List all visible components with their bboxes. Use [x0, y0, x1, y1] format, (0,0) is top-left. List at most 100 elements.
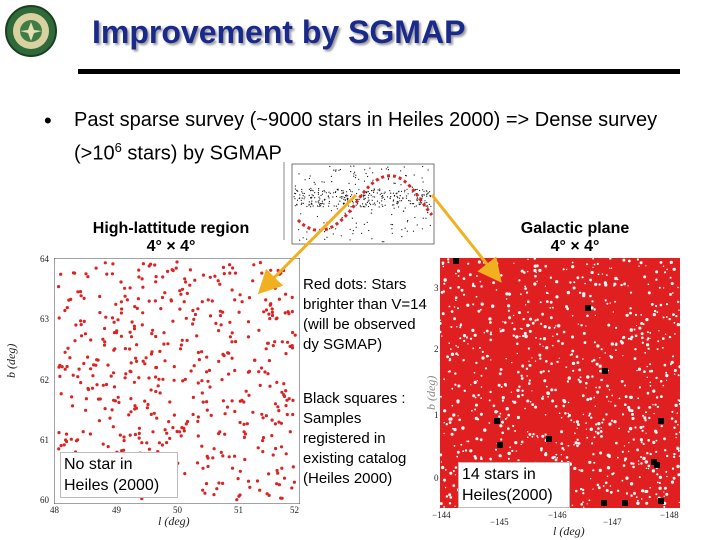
field-gap-dot — [606, 466, 611, 470]
field-gap-dot — [492, 273, 496, 277]
red-star-dot — [192, 317, 196, 321]
red-star-dot — [267, 312, 271, 316]
red-star-dot — [147, 299, 151, 303]
inset-star-dot — [326, 221, 328, 223]
red-star-dot — [184, 316, 188, 320]
field-gap-dot — [571, 504, 574, 507]
field-gap-dot — [595, 423, 598, 426]
inset-star-dot — [302, 202, 304, 204]
red-star-dot — [133, 432, 137, 437]
field-gap-dot — [489, 338, 493, 342]
field-gap-dot — [474, 408, 477, 411]
field-gap-dot — [440, 453, 443, 457]
red-star-dot — [65, 364, 69, 369]
field-gap-dot — [445, 423, 448, 426]
field-gap-dot — [549, 316, 553, 320]
red-star-dot — [117, 400, 121, 405]
field-gap-dot — [574, 441, 578, 445]
field-gap-dot — [554, 388, 557, 392]
inset-star-dot — [318, 205, 320, 207]
red-star-dot — [180, 338, 184, 342]
field-gap-dot — [662, 287, 665, 289]
field-gap-dot — [442, 312, 444, 314]
red-star-dot — [260, 271, 264, 275]
field-gap-dot — [453, 317, 456, 321]
red-star-dot — [172, 365, 176, 369]
inset-star-dot — [408, 200, 410, 202]
red-star-dot — [136, 297, 140, 301]
red-star-dot — [58, 374, 62, 378]
field-gap-dot — [512, 334, 515, 337]
field-gap-dot — [560, 416, 563, 419]
inset-star-dot — [361, 203, 364, 205]
field-gap-dot — [507, 292, 512, 296]
inset-star-dot — [422, 189, 424, 191]
field-gap-dot — [483, 428, 487, 432]
red-star-dot — [153, 299, 157, 303]
inset-star-dot — [403, 166, 405, 168]
field-gap-dot — [443, 278, 447, 282]
field-gap-dot — [457, 307, 459, 310]
field-gap-dot — [449, 357, 451, 360]
field-gap-dot — [550, 388, 554, 392]
red-star-dot — [104, 315, 108, 319]
field-gap-dot — [531, 357, 533, 359]
red-star-dot — [140, 441, 144, 445]
inset-star-dot — [412, 230, 415, 232]
inset-star-dot — [311, 189, 313, 191]
field-gap-dot — [544, 285, 546, 287]
red-star-dot — [59, 272, 63, 276]
field-gap-dot — [576, 444, 579, 448]
inset-star-dot — [345, 199, 347, 201]
field-gap-dot — [455, 272, 457, 275]
field-gap-dot — [672, 292, 674, 294]
field-gap-dot — [536, 435, 539, 437]
field-gap-dot — [610, 401, 612, 403]
field-gap-dot — [536, 280, 538, 283]
inset-star-dot — [373, 188, 375, 190]
field-gap-dot — [622, 464, 626, 467]
field-gap-dot — [523, 271, 526, 274]
inset-star-dot — [376, 200, 379, 202]
field-gap-dot — [561, 342, 564, 345]
field-gap-dot — [583, 341, 587, 344]
field-gap-dot — [672, 476, 676, 480]
field-gap-dot — [645, 432, 647, 434]
field-gap-dot — [566, 290, 571, 295]
field-gap-dot — [521, 389, 524, 392]
inset-star-dot — [430, 205, 432, 207]
field-gap-dot — [527, 311, 529, 314]
field-gap-dot — [524, 407, 526, 410]
field-gap-dot — [670, 360, 674, 364]
field-gap-dot — [460, 323, 462, 326]
left-panel-title: High-lattitude region 4° × 4° — [56, 220, 286, 256]
inset-star-dot — [366, 221, 368, 223]
field-gap-dot — [663, 495, 665, 497]
inset-star-dot — [322, 206, 324, 208]
field-gap-dot — [647, 393, 649, 395]
field-gap-dot — [519, 335, 521, 338]
red-star-dot — [266, 341, 270, 345]
field-gap-dot — [457, 384, 461, 388]
field-gap-dot — [644, 351, 647, 354]
field-gap-dot — [551, 344, 554, 347]
red-star-dot — [214, 321, 218, 325]
field-gap-dot — [515, 450, 517, 452]
inset-star-dot — [390, 223, 392, 226]
inset-star-dot — [381, 192, 383, 194]
red-star-dot — [154, 334, 158, 339]
field-gap-dot — [647, 347, 650, 350]
inset-star-dot — [419, 197, 421, 199]
field-gap-dot — [650, 303, 654, 306]
right-xtick-144: −144 — [432, 510, 451, 520]
field-gap-dot — [544, 414, 547, 416]
field-gap-dot — [501, 328, 505, 332]
field-gap-dot — [675, 436, 677, 439]
red-star-dot — [154, 389, 158, 394]
inset-star-dot — [398, 190, 400, 192]
field-gap-dot — [477, 394, 480, 397]
field-gap-dot — [665, 492, 669, 496]
red-star-dot — [271, 344, 275, 348]
inset-star-dot — [379, 193, 381, 195]
inset-star-dot — [389, 197, 391, 199]
